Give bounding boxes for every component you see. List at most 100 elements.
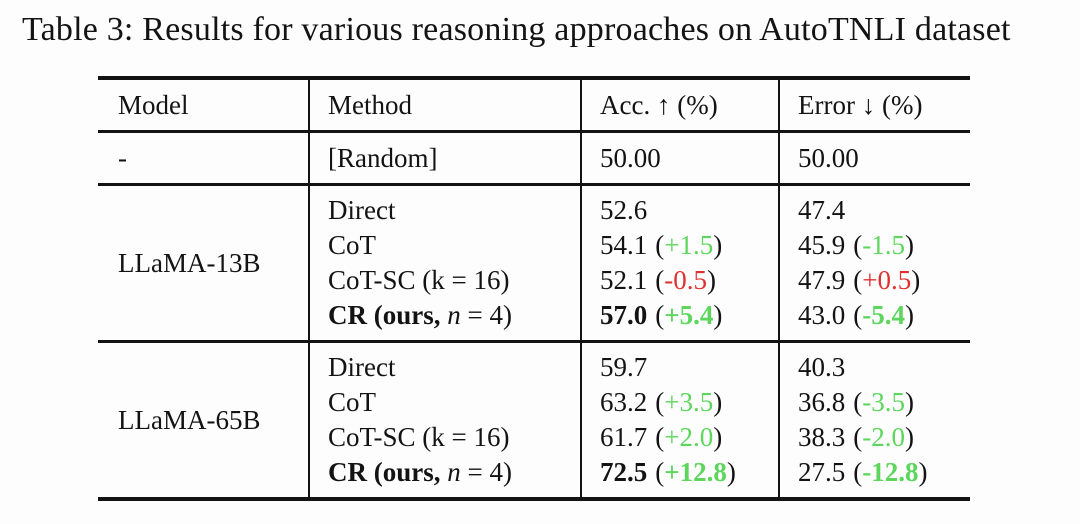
method-label: CoT	[328, 228, 580, 263]
paren: (	[853, 387, 863, 417]
paren: )	[905, 387, 914, 417]
paren: (	[655, 265, 665, 295]
paren: (	[655, 230, 665, 260]
error-cell: 47.4	[798, 193, 970, 228]
method-label: CoT	[328, 385, 580, 420]
acc-cell: 52.6	[600, 193, 778, 228]
acc-value: 59.7	[600, 352, 648, 382]
error-cell: 27.5 (-12.8)	[798, 455, 970, 490]
delta-group: (+2.0)	[655, 422, 722, 452]
paren: (	[853, 265, 863, 295]
error-delta: -12.8	[862, 457, 919, 487]
error-value: 36.8	[798, 387, 846, 417]
method-label: CR (ours, n = 4)	[328, 298, 580, 333]
acc-cell: 63.2 (+3.5)	[600, 385, 778, 420]
delta-group: (+1.5)	[655, 230, 722, 260]
paren: (	[853, 422, 863, 452]
method-bold-part: CR (ours,	[328, 300, 448, 330]
method-text: Direct	[328, 352, 396, 382]
baseline-method: [Random]	[308, 133, 580, 183]
method-label: CoT-SC (k = 16)	[328, 420, 580, 455]
model-name: LLaMA-65B	[118, 404, 261, 435]
acc-delta: +2.0	[664, 422, 714, 452]
method-label: Direct	[328, 193, 580, 228]
acc-value: 52.1	[600, 265, 648, 295]
error-value: 47.9	[798, 265, 846, 295]
method-label: Direct	[328, 350, 580, 385]
header-row: Model Method Acc. ↑ (%) Error ↓ (%)	[98, 80, 970, 133]
error-cell: 40.3	[798, 350, 970, 385]
error-delta: -2.0	[862, 422, 905, 452]
method-text: CoT	[328, 230, 377, 260]
baseline-row: - [Random] 50.00 50.00	[98, 133, 970, 186]
error-cell: 38.3 (-2.0)	[798, 420, 970, 455]
col-header-method: Method	[308, 80, 580, 130]
acc-delta: +1.5	[664, 230, 714, 260]
method-label: CoT-SC (k = 16)	[328, 263, 580, 298]
col-header-model: Model	[118, 89, 189, 120]
method-bold-part: CR (ours,	[328, 457, 448, 487]
delta-group: (-0.5)	[655, 265, 716, 295]
acc-value: 52.6	[600, 195, 648, 225]
method-italic-part: n	[447, 300, 461, 330]
acc-value: 57.0	[600, 300, 648, 330]
delta-group: (-1.5)	[853, 230, 914, 260]
acc-cell: 61.7 (+2.0)	[600, 420, 778, 455]
method-column: Direct CoT CoT-SC (k = 16) CR (ours, n =…	[308, 186, 580, 340]
results-table: Model Method Acc. ↑ (%) Error ↓ (%) - [R…	[98, 76, 970, 501]
paren: )	[905, 300, 914, 330]
method-label: CR (ours, n = 4)	[328, 455, 580, 490]
error-value: 40.3	[798, 352, 846, 382]
delta-group: (-12.8)	[853, 457, 927, 487]
method-text: CoT-SC (k = 16)	[328, 265, 510, 295]
acc-value: 63.2	[600, 387, 648, 417]
baseline-acc: 50.00	[580, 133, 778, 183]
col-header-acc: Acc. ↑ (%)	[580, 80, 778, 130]
error-value: 38.3	[798, 422, 846, 452]
paren: )	[713, 230, 723, 260]
delta-group: (-2.0)	[853, 422, 914, 452]
paren: (	[853, 230, 863, 260]
acc-value: 54.1	[600, 230, 648, 260]
method-text: Direct	[328, 195, 396, 225]
acc-value: 72.5	[600, 457, 648, 487]
model-name: LLaMA-13B	[118, 247, 261, 278]
paren: (	[655, 387, 665, 417]
error-cell: 45.9 (-1.5)	[798, 228, 970, 263]
delta-group: (-5.4)	[853, 300, 914, 330]
accuracy-column: 52.6 54.1 (+1.5) 52.1 (-0.5) 57.0 (+5.4)	[580, 186, 778, 340]
delta-group: (+12.8)	[655, 457, 736, 487]
paren: (	[853, 457, 863, 487]
acc-cell: 59.7	[600, 350, 778, 385]
model-block-llama-13b: LLaMA-13B Direct CoT CoT-SC (k = 16) CR …	[98, 186, 970, 343]
error-cell: 43.0 (-5.4)	[798, 298, 970, 333]
method-column: Direct CoT CoT-SC (k = 16) CR (ours, n =…	[308, 343, 580, 497]
error-cell: 47.9 (+0.5)	[798, 263, 970, 298]
method-text: = 4)	[460, 300, 512, 330]
acc-delta: +5.4	[664, 300, 714, 330]
col-header-error: Error ↓ (%)	[778, 80, 970, 130]
paren: )	[713, 422, 723, 452]
delta-group: (-3.5)	[853, 387, 914, 417]
paren: )	[713, 387, 723, 417]
acc-delta: -0.5	[664, 265, 707, 295]
error-value: 43.0	[798, 300, 846, 330]
acc-value: 61.7	[600, 422, 648, 452]
paren: )	[726, 457, 736, 487]
model-block-llama-65b: LLaMA-65B Direct CoT CoT-SC (k = 16) CR …	[98, 343, 970, 497]
acc-delta: +12.8	[664, 457, 727, 487]
delta-group: (+0.5)	[853, 265, 920, 295]
error-value: 45.9	[798, 230, 846, 260]
error-column: 47.4 45.9 (-1.5) 47.9 (+0.5) 43.0 (-5.4)	[778, 186, 970, 340]
error-column: 40.3 36.8 (-3.5) 38.3 (-2.0) 27.5 (-12.8)	[778, 343, 970, 497]
acc-cell: 54.1 (+1.5)	[600, 228, 778, 263]
page: Table 3: Results for various reasoning a…	[0, 11, 1080, 501]
paren: (	[853, 300, 863, 330]
method-text: = 4)	[460, 457, 512, 487]
error-delta: -3.5	[862, 387, 905, 417]
error-value: 47.4	[798, 195, 846, 225]
baseline-model: -	[118, 142, 127, 173]
error-delta: +0.5	[862, 265, 912, 295]
acc-cell: 57.0 (+5.4)	[600, 298, 778, 333]
method-text: CoT-SC (k = 16)	[328, 422, 510, 452]
